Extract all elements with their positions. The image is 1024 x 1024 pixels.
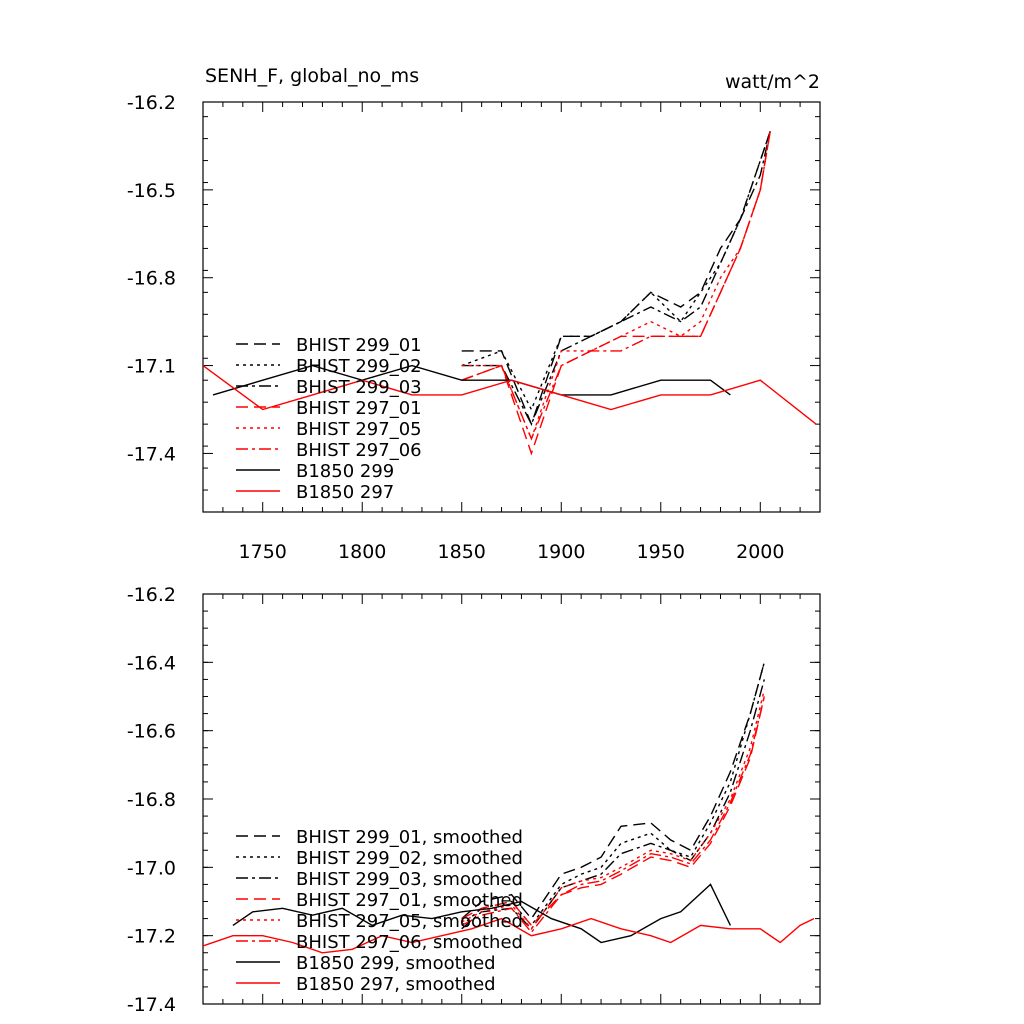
series-line [202,917,815,954]
y-tick-label: -17.2 [127,926,176,948]
y-tick-label: -17.1 [127,356,176,378]
y-tick-label: -16.5 [127,180,176,202]
legend-label: BHIST 299_03, smoothed [296,869,523,890]
series-line [461,696,765,927]
legend-label: BHIST 299_03 [296,377,422,398]
series-line [232,883,732,944]
legend-label: BHIST 297_01 [296,398,422,419]
legend-label: B1850 299, smoothed [296,953,496,974]
legend-label: BHIST 299_02 [296,356,422,377]
series-line [461,131,771,441]
x-tick-label: 1900 [537,541,585,563]
top-chart-units: watt/m^2 [725,71,820,93]
legend-label: BHIST 297_01, smoothed [296,890,523,911]
legend-label: BHIST 299_01, smoothed [296,827,523,848]
series-line [461,131,771,456]
series-line [461,679,765,930]
top-series-group [202,131,817,456]
bottom-series-group [202,662,815,954]
series-line [461,662,765,920]
series-line [461,696,765,934]
y-tick-label: -17.0 [127,857,176,879]
y-tick-label: -17.4 [127,994,176,1016]
x-tick-label: 2000 [736,541,784,563]
y-tick-label: -16.2 [127,584,176,606]
x-tick-label: 1950 [637,541,685,563]
y-tick-label: -16.8 [127,789,176,811]
bottom-ticks [203,593,821,1005]
y-tick-label: -17.4 [127,443,176,465]
series-line [202,365,817,425]
top-panel: SENH_F, global_no_ms watt/m^2 -16.2 -16.5… [127,65,821,563]
legend-label: BHIST 299_02, smoothed [296,848,523,869]
top-x-tick-labels: 1750 1800 1850 1900 1950 2000 [239,541,785,563]
bottom-y-tick-labels: -16.2 -16.4 -16.6 -16.8 -17.0 -17.2 -17.4 [127,584,176,1016]
series-line [461,689,765,930]
x-tick-label: 1850 [438,541,486,563]
y-tick-label: -16.6 [127,721,176,743]
x-tick-label: 1750 [239,541,287,563]
y-tick-label: -16.4 [127,652,176,674]
y-tick-label: -16.2 [127,92,176,114]
y-tick-label: -16.8 [127,268,176,290]
legend-label: BHIST 297_06 [296,440,422,461]
legend-label: B1850 299 [296,461,394,482]
x-tick-label: 1800 [338,541,386,563]
legend-label: B1850 297, smoothed [296,974,496,995]
legend-label: BHIST 299_01 [296,335,422,356]
legend-label: BHIST 297_05, smoothed [296,911,523,932]
top-ticks [203,101,821,513]
bottom-panel: -16.2 -16.4 -16.6 -16.8 -17.0 -17.2 -17.4 BHIS… [127,584,821,1016]
top-y-tick-labels: -16.2 -16.5 -16.8 -17.1 -17.4 [127,92,176,465]
legend-label: BHIST 297_06, smoothed [296,932,523,953]
top-plot-frame [202,101,821,513]
series-line [212,364,731,396]
legend-label: BHIST 297_05 [296,419,422,440]
legend-label: B1850 297 [296,482,394,503]
series-line [461,131,771,426]
top-chart-title: SENH_F, global_no_ms [205,65,419,87]
